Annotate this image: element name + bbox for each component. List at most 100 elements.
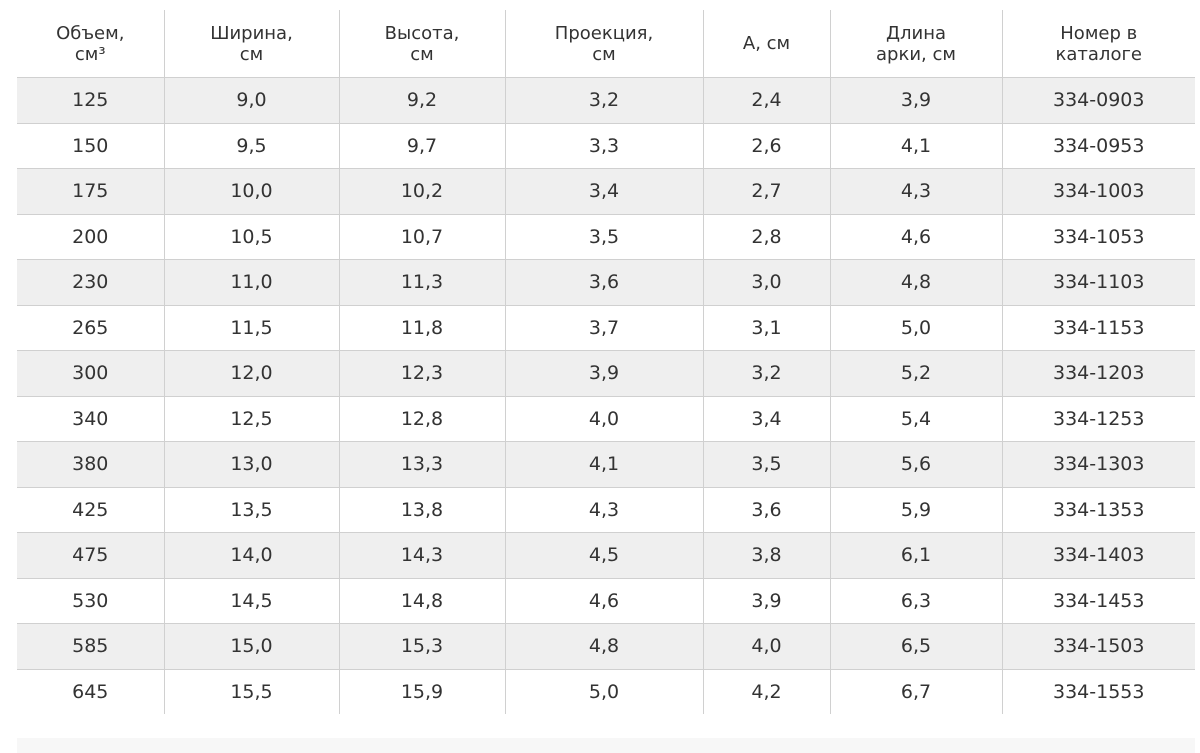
cell-catalog-number: 334-1353 [1001, 487, 1195, 533]
cell-catalog-number: 334-1103 [1001, 259, 1195, 306]
cell-projection: 4,6 [504, 578, 703, 624]
header-cell-volume: Объем, см³ [17, 10, 164, 78]
cell-catalog-number: 334-1003 [1001, 168, 1195, 215]
cell-a: 2,8 [702, 214, 830, 260]
cell-a: 3,0 [702, 259, 830, 306]
cell-height: 14,8 [338, 578, 505, 624]
cell-height: 10,2 [338, 168, 505, 215]
cell-height: 9,7 [338, 123, 505, 169]
cell-a: 3,8 [702, 532, 830, 579]
table-row: 300 12,0 12,3 3,9 3,2 5,2 334-1203 [17, 350, 1195, 397]
cell-projection: 4,5 [504, 532, 703, 579]
cell-projection: 3,6 [504, 259, 703, 306]
cell-projection: 5,0 [504, 669, 703, 714]
cell-height: 14,3 [338, 532, 505, 579]
cell-width: 10,0 [163, 168, 339, 215]
bottom-strip [17, 738, 1195, 753]
table-row: 645 15,5 15,9 5,0 4,2 6,7 334-1553 [17, 669, 1195, 714]
cell-volume: 585 [17, 623, 164, 670]
cell-volume: 200 [17, 214, 164, 260]
cell-catalog-number: 334-1553 [1001, 669, 1195, 714]
cell-projection: 3,5 [504, 214, 703, 260]
table-row: 200 10,5 10,7 3,5 2,8 4,6 334-1053 [17, 214, 1195, 260]
header-cell-projection: Проекция, см [504, 10, 703, 78]
table-row: 230 11,0 11,3 3,6 3,0 4,8 334-1103 [17, 259, 1195, 306]
cell-height: 13,8 [338, 487, 505, 533]
cell-width: 14,5 [163, 578, 339, 624]
cell-width: 12,5 [163, 396, 339, 442]
table-row: 175 10,0 10,2 3,4 2,7 4,3 334-1003 [17, 168, 1195, 215]
header-cell-catalog-number: Номер в каталоге [1001, 10, 1195, 78]
cell-height: 10,7 [338, 214, 505, 260]
cell-projection: 3,3 [504, 123, 703, 169]
cell-volume: 530 [17, 578, 164, 624]
cell-projection: 3,4 [504, 168, 703, 215]
table-row: 585 15,0 15,3 4,8 4,0 6,5 334-1503 [17, 623, 1195, 670]
header-row: Объем, см³ Ширина, см Высота, см Проекци… [17, 10, 1195, 78]
cell-catalog-number: 334-1253 [1001, 396, 1195, 442]
cell-a: 4,0 [702, 623, 830, 670]
cell-width: 15,5 [163, 669, 339, 714]
table-row: 265 11,5 11,8 3,7 3,1 5,0 334-1153 [17, 305, 1195, 351]
cell-volume: 475 [17, 532, 164, 579]
table-row: 340 12,5 12,8 4,0 3,4 5,4 334-1253 [17, 396, 1195, 442]
table-header: Объем, см³ Ширина, см Высота, см Проекци… [17, 10, 1195, 78]
cell-projection: 4,1 [504, 441, 703, 488]
cell-catalog-number: 334-1053 [1001, 214, 1195, 260]
cell-projection: 4,3 [504, 487, 703, 533]
cell-a: 2,7 [702, 168, 830, 215]
cell-width: 14,0 [163, 532, 339, 579]
cell-projection: 4,0 [504, 396, 703, 442]
header-cell-height: Высота, см [338, 10, 505, 78]
header-cell-arch-length: Длина арки, см [829, 10, 1002, 78]
cell-height: 15,9 [338, 669, 505, 714]
cell-projection: 3,2 [504, 77, 703, 124]
header-cell-a: А, см [702, 10, 830, 78]
cell-arch-length: 5,2 [829, 350, 1002, 397]
table-row: 125 9,0 9,2 3,2 2,4 3,9 334-0903 [17, 77, 1195, 124]
cell-arch-length: 3,9 [829, 77, 1002, 124]
cell-height: 12,8 [338, 396, 505, 442]
cell-arch-length: 5,4 [829, 396, 1002, 442]
cell-arch-length: 5,9 [829, 487, 1002, 533]
cell-volume: 175 [17, 168, 164, 215]
cell-width: 11,5 [163, 305, 339, 351]
cell-width: 11,0 [163, 259, 339, 306]
cell-catalog-number: 334-0903 [1001, 77, 1195, 124]
cell-volume: 125 [17, 77, 164, 124]
cell-a: 3,1 [702, 305, 830, 351]
cell-a: 3,5 [702, 441, 830, 488]
cell-height: 11,3 [338, 259, 505, 306]
cell-a: 3,6 [702, 487, 830, 533]
cell-arch-length: 4,1 [829, 123, 1002, 169]
cell-a: 2,6 [702, 123, 830, 169]
cell-catalog-number: 334-1453 [1001, 578, 1195, 624]
cell-arch-length: 4,3 [829, 168, 1002, 215]
cell-arch-length: 6,7 [829, 669, 1002, 714]
table-row: 475 14,0 14,3 4,5 3,8 6,1 334-1403 [17, 532, 1195, 579]
cell-catalog-number: 334-1153 [1001, 305, 1195, 351]
cell-arch-length: 4,6 [829, 214, 1002, 260]
cell-a: 2,4 [702, 77, 830, 124]
cell-width: 13,0 [163, 441, 339, 488]
specifications-table: Объем, см³ Ширина, см Высота, см Проекци… [17, 10, 1195, 714]
cell-volume: 300 [17, 350, 164, 397]
cell-arch-length: 5,6 [829, 441, 1002, 488]
cell-arch-length: 5,0 [829, 305, 1002, 351]
cell-height: 12,3 [338, 350, 505, 397]
table-row: 150 9,5 9,7 3,3 2,6 4,1 334-0953 [17, 123, 1195, 169]
cell-width: 12,0 [163, 350, 339, 397]
cell-arch-length: 6,5 [829, 623, 1002, 670]
table-body: 125 9,0 9,2 3,2 2,4 3,9 334-0903 150 9,5 9,7 3,3 2,… [17, 77, 1195, 714]
table-row: 380 13,0 13,3 4,1 3,5 5,6 334-1303 [17, 441, 1195, 488]
cell-catalog-number: 334-1503 [1001, 623, 1195, 670]
cell-width: 9,0 [163, 77, 339, 124]
cell-volume: 425 [17, 487, 164, 533]
cell-width: 10,5 [163, 214, 339, 260]
cell-height: 11,8 [338, 305, 505, 351]
table-row: 425 13,5 13,8 4,3 3,6 5,9 334-1353 [17, 487, 1195, 533]
cell-width: 13,5 [163, 487, 339, 533]
cell-volume: 645 [72, 680, 109, 703]
cell-projection: 3,7 [504, 305, 703, 351]
cell-volume: 340 [17, 396, 164, 442]
